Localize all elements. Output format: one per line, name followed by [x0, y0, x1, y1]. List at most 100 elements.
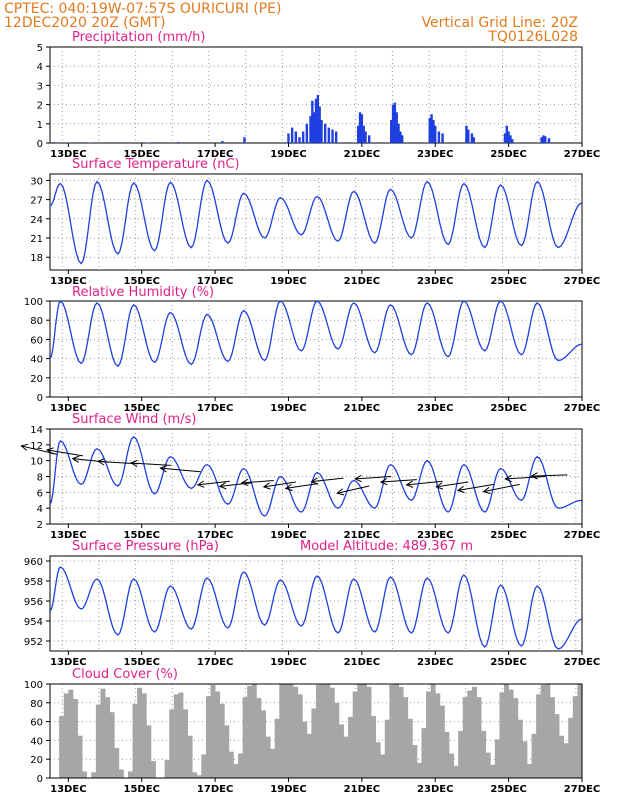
humidity-frame [49, 300, 583, 398]
temp-xtick-label: 23DEC [417, 276, 453, 287]
model-altitude: Model Altitude: 489.367 m [300, 539, 473, 554]
pressure-xtick-label: 27DEC [564, 657, 600, 668]
wind-vector-head [218, 482, 227, 490]
cloud-bar [288, 684, 294, 778]
wind-vector [380, 479, 417, 483]
temp-title: Surface Temperature (nC) [72, 157, 240, 172]
cloud-bar [297, 694, 303, 778]
precip-xtick-label: 23DEC [417, 149, 453, 160]
cloud-bar [545, 684, 551, 778]
cloud-bar [205, 696, 211, 778]
temp-xtick-label: 27DEC [564, 276, 600, 287]
precip-bar [89, 142, 92, 144]
cloud-bar [361, 684, 367, 778]
cloud-bar [201, 754, 207, 778]
precip-bar [243, 137, 246, 143]
temp-ytick-label: 24 [30, 215, 43, 226]
wind-ytick-label: 6 [37, 488, 43, 499]
cloud-bar [82, 771, 88, 778]
wind-xtick-label: 21DEC [344, 530, 380, 541]
precip-bar [334, 131, 338, 143]
precip-bar [177, 142, 180, 143]
cloud-ytick-label: 0 [37, 774, 43, 785]
pressure-xtick-label: 17DEC [197, 657, 233, 668]
cloud-bar [187, 735, 193, 778]
cloud-bar [435, 693, 441, 778]
temp-xtick-label: 19DEC [270, 276, 306, 287]
cloud-bar [228, 751, 234, 778]
temp-xtick-label: 13DEC [50, 276, 86, 287]
cloud-bar [389, 684, 395, 778]
humidity-xtick-label: 23DEC [417, 403, 453, 414]
wind-vector [355, 476, 392, 480]
precip-ytick-label: 3 [37, 81, 43, 92]
wind-vector-head [130, 459, 138, 468]
precip-bar [147, 142, 151, 144]
cloud-bar [77, 735, 83, 778]
cloud-bar [416, 762, 422, 778]
cloud-title: Cloud Cover (%) [72, 667, 178, 682]
cloud-bar [444, 731, 450, 778]
cloud-xtick-label: 25DEC [490, 784, 526, 795]
cloud-bar [196, 775, 202, 778]
precip-bar [305, 123, 309, 143]
precip-bar [472, 137, 475, 143]
cloud-xtick-label: 19DEC [270, 784, 306, 795]
pressure-frame [49, 555, 583, 652]
precip-xtick-label: 25DEC [490, 149, 526, 160]
humidity-ytick-label: 20 [30, 374, 43, 385]
wind-vector [131, 462, 172, 466]
precip-bar [287, 133, 290, 143]
precip-bar [331, 129, 334, 143]
cloud-bar [471, 686, 477, 778]
humidity-title: Relative Humidity (%) [72, 285, 214, 300]
humidity-series-line [49, 299, 583, 368]
precip-bar [294, 131, 298, 143]
cloud-bar [403, 697, 409, 778]
cloud-xtick-label: 15DEC [124, 784, 160, 795]
precip-bar [301, 131, 305, 143]
temp-xtick-label: 17DEC [197, 276, 233, 287]
precip-bar [399, 131, 402, 143]
cloud-xtick-label: 27DEC [564, 784, 600, 795]
precip-xtick-label: 15DEC [124, 149, 160, 160]
precip-bar [358, 112, 362, 143]
temp-ytick-label: 30 [30, 176, 43, 187]
cloud-bar [59, 715, 65, 778]
precip-bar [309, 116, 312, 143]
cloud-bar [100, 688, 106, 778]
cloud-bar [169, 709, 175, 778]
cloud-bar [343, 736, 349, 778]
precip-ytick-label: 4 [37, 62, 43, 73]
wind-vector [263, 481, 296, 488]
temp-xtick-label: 21DEC [344, 276, 380, 287]
precip-bar [547, 138, 551, 143]
cloud-bar [462, 697, 468, 778]
precip-bar [503, 133, 507, 143]
precip-bar [542, 135, 545, 143]
wind-vector [531, 474, 568, 477]
wind-vector [406, 480, 443, 486]
wind-xtick-label: 27DEC [564, 530, 600, 541]
cloud-bar [430, 684, 436, 778]
precip-bar [505, 125, 508, 143]
wind-vector-head [71, 455, 80, 463]
cloud-bar [137, 687, 143, 778]
header-station: CPTEC: 040:19W-07:57S OURICURI (PE) [4, 1, 281, 17]
humidity-xtick-label: 25DEC [490, 403, 526, 414]
precip-bar [441, 133, 444, 143]
precip-bar [540, 137, 543, 143]
cloud-bar [265, 736, 271, 778]
wind-vector-head [240, 478, 249, 487]
wind-ytick-label: 8 [37, 473, 43, 484]
pressure-xtick-label: 21DEC [344, 657, 380, 668]
pressure-ytick-label: 958 [24, 577, 43, 588]
cloud-bar [366, 686, 372, 778]
precip-bar [316, 95, 320, 143]
cloud-bar [251, 684, 257, 778]
cloud-bar [325, 684, 331, 778]
header-run-time: 12DEC2020 20Z (GMT) [4, 15, 166, 31]
wind-vector-head [262, 482, 271, 490]
precip-bar [327, 127, 331, 143]
humidity-xtick-label: 15DEC [124, 403, 160, 414]
